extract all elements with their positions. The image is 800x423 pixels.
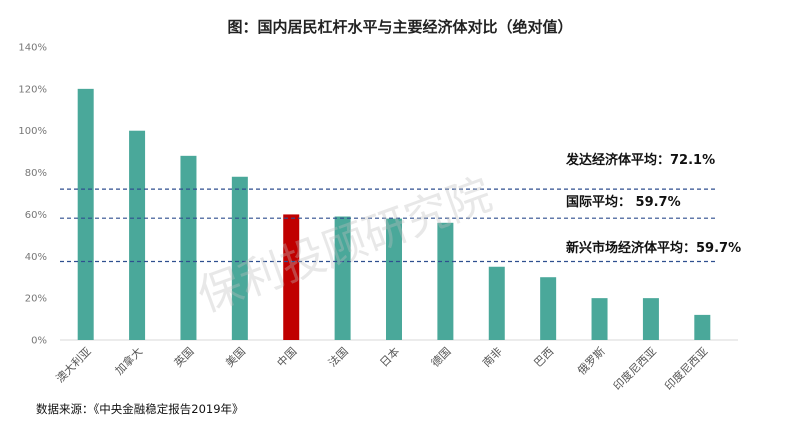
bar [129, 130, 146, 340]
x-tick-label: 印度尼西亚 [610, 344, 659, 393]
bar [437, 222, 454, 340]
x-tick-label: 美国 [223, 345, 248, 370]
reference-line-label: 发达经济体平均：72.1% [565, 152, 715, 168]
bar [180, 155, 197, 340]
y-tick-label: 80% [25, 168, 47, 179]
bar [488, 266, 505, 340]
y-tick-label: 140% [18, 43, 47, 54]
y-tick-label: 20% [25, 294, 47, 305]
x-tick-label: 澳大利亚 [53, 344, 94, 385]
data-source: 数据来源：《中央金融稳定报告2019年》 [36, 402, 244, 416]
bar [694, 314, 711, 340]
reference-lines: 发达经济体平均：72.1% 国际平均： 59.7% 新兴市场经济体平均：59.7% [60, 152, 741, 263]
y-tick-label: 100% [18, 126, 47, 137]
reference-line-label: 国际平均： 59.7% [566, 194, 681, 210]
bar [642, 298, 659, 340]
y-tick-label: 60% [25, 210, 47, 221]
x-tick-label: 南非 [480, 345, 505, 370]
y-tick-label: 40% [25, 252, 47, 263]
chart-title: 图：国内居民杠杆水平与主要经济体对比（绝对值） [227, 18, 572, 36]
bar [591, 298, 608, 340]
bar [540, 277, 557, 340]
x-tick-label: 德国 [428, 344, 453, 369]
bar [77, 88, 94, 340]
x-tick-label: 加拿大 [112, 344, 145, 377]
x-tick-label: 日本 [377, 344, 402, 369]
bar [231, 176, 248, 340]
x-tick-label: 印度尼西亚 [662, 344, 711, 393]
x-tick-label: 法国 [325, 344, 350, 369]
y-tick-label: 0% [31, 336, 47, 347]
x-tick-label: 巴西 [532, 345, 557, 370]
y-tick-label: 120% [18, 84, 47, 95]
bar [334, 216, 351, 340]
bars [77, 88, 711, 340]
x-axis: 澳大利亚 加拿大 英国 美国 中国 法国 日本 德国 南非 巴西 俄罗斯 印度尼西亚 印度尼西亚 [53, 344, 711, 393]
x-tick-label: 中国 [275, 345, 300, 370]
reference-line-label: 新兴市场经济体平均：59.7% [566, 240, 741, 256]
x-tick-label: 俄罗斯 [575, 345, 608, 378]
bar [386, 218, 402, 340]
bar [283, 214, 300, 340]
x-tick-label: 英国 [171, 344, 196, 369]
